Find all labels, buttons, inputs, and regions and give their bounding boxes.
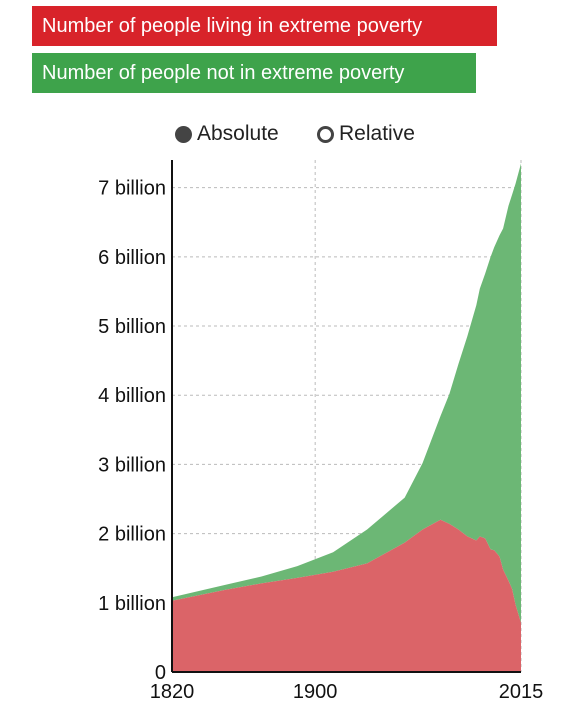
area-layer [172, 163, 521, 672]
relative-label: Relative [339, 122, 415, 145]
absolute-label: Absolute [197, 122, 279, 145]
y-tick-label: 5 billion [98, 316, 166, 338]
axis-layer [171, 160, 521, 673]
y-tick-label: 1 billion [98, 593, 166, 615]
radio-selected-icon [175, 125, 192, 143]
y-tick-label: 3 billion [98, 454, 166, 476]
legend-item-not-extreme-poverty[interactable]: Number of people not in extreme poverty [32, 53, 476, 93]
absolute-radio-button[interactable]: Absolute [175, 120, 279, 148]
x-tick-label: 2015 [499, 681, 544, 703]
x-tick-label: 1820 [150, 681, 195, 703]
label-layer: 0 1 billion 2 billion 3 billion 4 billion 5 b… [98, 178, 543, 703]
relative-radio-button[interactable]: Relative [317, 120, 415, 148]
y-tick-label: 7 billion [98, 178, 166, 200]
y-tick-label: 6 billion [98, 247, 166, 269]
y-tick-label: 2 billion [98, 524, 166, 546]
area-extreme-poverty [172, 519, 521, 672]
legend-item-extreme-poverty[interactable]: Number of people living in extreme pover… [32, 6, 497, 46]
x-tick-label: 1900 [293, 681, 338, 703]
y-tick-label: 4 billion [98, 385, 166, 407]
legend-label-not-extreme-poverty: Number of people not in extreme poverty [42, 62, 405, 84]
legend-label-extreme-poverty: Number of people living in extreme pover… [42, 15, 423, 37]
area-not-extreme-poverty [172, 163, 521, 623]
radio-unselected-icon [317, 125, 334, 143]
y-tick-label: 0 [155, 662, 166, 684]
